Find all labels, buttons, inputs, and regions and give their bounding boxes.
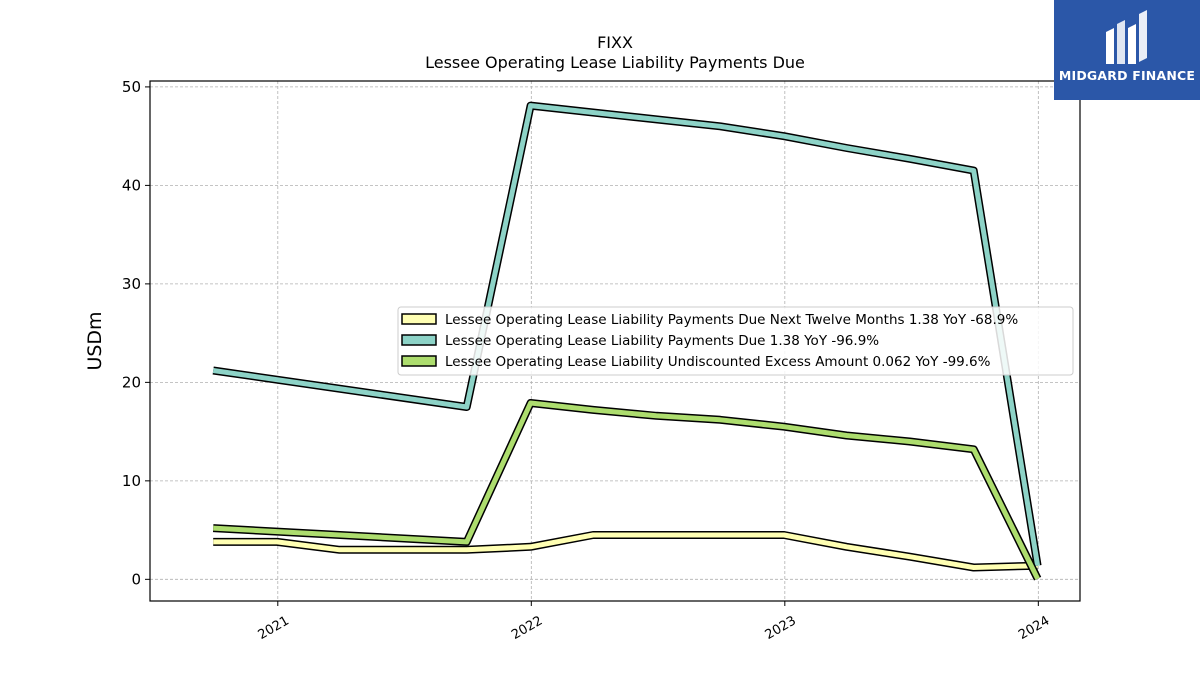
- series-1-line: [212, 103, 1041, 567]
- x-tick-label: 2021: [256, 613, 292, 643]
- legend-box: [397, 306, 1074, 376]
- y-tick-label: 40: [122, 176, 141, 194]
- x-tick-label: 2022: [509, 613, 545, 643]
- series-0-line: [213, 532, 1038, 570]
- plot-frame: [149, 80, 1081, 602]
- y-tick-label: 0: [131, 570, 141, 588]
- legend-label: Lessee Operating Lease Liability Payment…: [445, 312, 1018, 328]
- legend-label: Lessee Operating Lease Liability Undisco…: [445, 354, 991, 370]
- y-tick-label: 20: [122, 373, 141, 391]
- x-ticks: 2021 2022 2023 2024: [256, 601, 1052, 643]
- y-ticks: 0 10 20 30 40 50: [122, 78, 150, 588]
- chart-title: FIXX: [597, 33, 633, 52]
- x-tick-label: 2023: [763, 613, 799, 643]
- logo-mark-icon: [1106, 10, 1147, 64]
- legend-swatch: [401, 313, 437, 325]
- y-axis-label: USDm: [84, 311, 106, 370]
- series-layer: [212, 101, 1042, 581]
- brand-logo: MIDGARD FINANCE: [1054, 0, 1200, 100]
- y-tick-label: 50: [122, 78, 141, 96]
- legend-swatch: [401, 355, 437, 367]
- y-tick-label: 30: [122, 275, 141, 293]
- chart-subtitle: Lessee Operating Lease Liability Payment…: [425, 53, 805, 72]
- legend: Lessee Operating Lease Liability Payment…: [397, 306, 1074, 376]
- legend-swatch: [401, 334, 437, 346]
- y-tick-label: 10: [122, 472, 141, 490]
- legend-label: Lessee Operating Lease Liability Payment…: [445, 333, 879, 349]
- logo-text: MIDGARD FINANCE: [1058, 68, 1196, 83]
- series-2-line: [213, 400, 1040, 580]
- x-tick-label: 2024: [1016, 613, 1052, 643]
